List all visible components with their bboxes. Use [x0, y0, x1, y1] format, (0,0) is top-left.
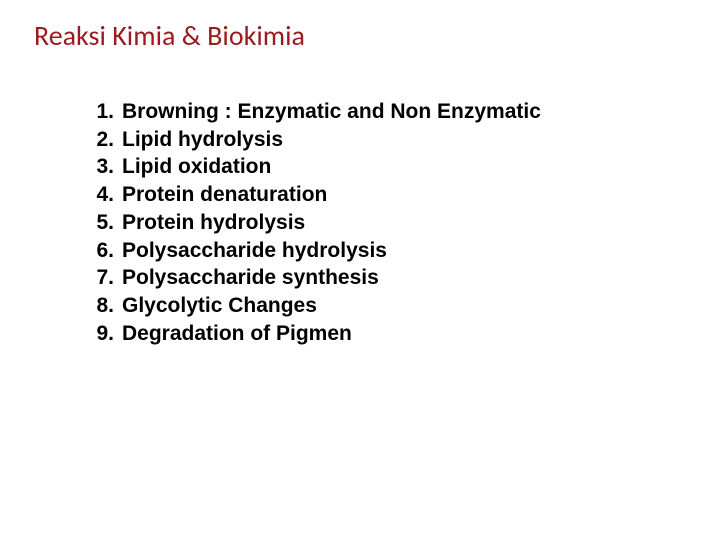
list-text: Protein denaturation	[122, 181, 327, 209]
list-text: Protein hydrolysis	[122, 209, 305, 237]
list-item: 8. Glycolytic Changes	[88, 292, 541, 320]
list-text: Glycolytic Changes	[122, 292, 317, 320]
list-item: 9. Degradation of Pigmen	[88, 320, 541, 348]
list-item: 1. Browning : Enzymatic and Non Enzymati…	[88, 98, 541, 126]
list-number: 9.	[88, 320, 114, 348]
list-text: Lipid oxidation	[122, 153, 271, 181]
list-number: 4.	[88, 181, 114, 209]
list-item: 6. Polysaccharide hydrolysis	[88, 237, 541, 265]
list-number: 3.	[88, 153, 114, 181]
list-item: 5. Protein hydrolysis	[88, 209, 541, 237]
slide-title: Reaksi Kimia & Biokimia	[34, 18, 305, 53]
list-number: 1.	[88, 98, 114, 126]
list-item: 3. Lipid oxidation	[88, 153, 541, 181]
list-text: Browning : Enzymatic and Non Enzymatic	[122, 98, 541, 126]
list-text: Polysaccharide hydrolysis	[122, 237, 387, 265]
numbered-list: 1. Browning : Enzymatic and Non Enzymati…	[88, 98, 541, 347]
list-number: 7.	[88, 264, 114, 292]
list-number: 8.	[88, 292, 114, 320]
list-text: Lipid hydrolysis	[122, 126, 283, 154]
list-item: 2. Lipid hydrolysis	[88, 126, 541, 154]
list-text: Polysaccharide synthesis	[122, 264, 379, 292]
list-item: 4. Protein denaturation	[88, 181, 541, 209]
list-text: Degradation of Pigmen	[122, 320, 352, 348]
list-item: 7. Polysaccharide synthesis	[88, 264, 541, 292]
list-number: 2.	[88, 126, 114, 154]
list-number: 6.	[88, 237, 114, 265]
list-number: 5.	[88, 209, 114, 237]
